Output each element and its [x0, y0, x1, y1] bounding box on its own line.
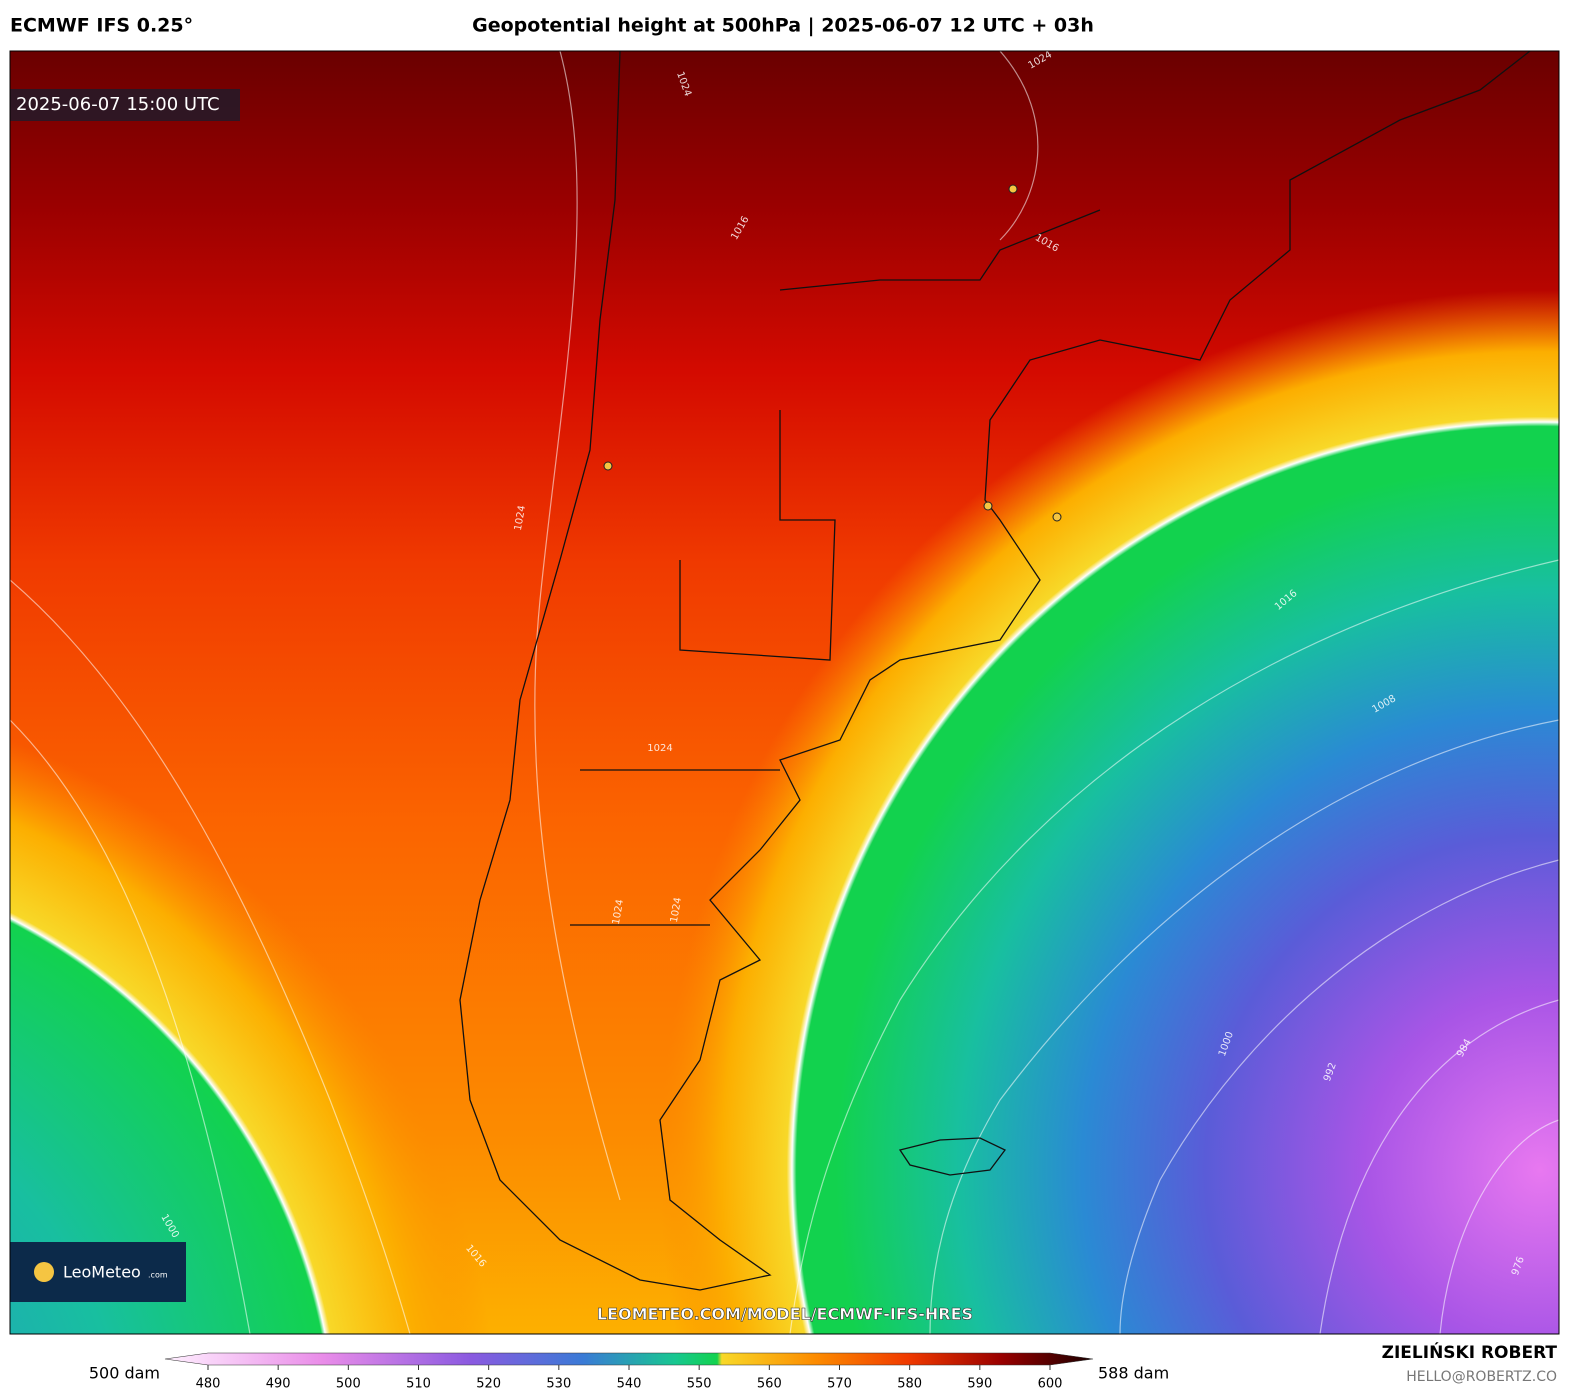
contour-label: 1024 — [647, 743, 672, 754]
colorbar-tick-label: 520 — [476, 1377, 501, 1392]
colorbar-tick-label: 500 — [336, 1377, 361, 1392]
logo-text: LeoMeteo — [63, 1263, 141, 1282]
colorbar-tick-label: 600 — [1038, 1377, 1063, 1392]
colorbar-tick-label: 590 — [967, 1377, 992, 1392]
colorbar-tick-label: 560 — [757, 1377, 782, 1392]
colorbar-tick-label: 540 — [617, 1377, 642, 1392]
contour-label: 1024 — [669, 897, 684, 924]
isobars — [10, 51, 1559, 1334]
city-markers — [603, 184, 1062, 522]
coastline — [459, 51, 1531, 1291]
email: HELLO@ROBERTZ.CO — [1406, 1369, 1557, 1385]
contour-label: 1024 — [611, 899, 626, 926]
map-frame — [9, 50, 1560, 1335]
colorbar-tick-label: 510 — [406, 1377, 431, 1392]
colorbar-tick-label: 580 — [897, 1377, 922, 1392]
logo-suffix: .com — [148, 1271, 168, 1280]
colorbar-tick-label: 490 — [266, 1377, 291, 1392]
colorbar-tick-label: 550 — [687, 1377, 712, 1392]
colorbar-tick-label: 480 — [196, 1377, 221, 1392]
watermark: LEOMETEO.COM/MODEL/ECMWF-IFS-HRES — [597, 1305, 973, 1324]
contour-label: 1024 — [513, 505, 528, 532]
time-box — [10, 89, 240, 121]
colorbar-min-label: 500 dam — [89, 1364, 160, 1383]
colorbar-ramp — [164, 1352, 1094, 1366]
model-name: ECMWF IFS 0.25° — [10, 15, 193, 37]
colorbar-tick-label: 530 — [546, 1377, 571, 1392]
valid-time: 2025-06-07 15:00 UTC — [16, 94, 220, 115]
trough-west — [10, 51, 1559, 1334]
map-title: Geopotential height at 500hPa | 2025-06-… — [472, 15, 1094, 37]
logo-sun — [34, 1262, 54, 1282]
colorbar-tick-label: 570 — [827, 1377, 852, 1392]
author: ZIELIŃSKI ROBERT — [1382, 1341, 1558, 1363]
colorbar: 500 dam 588 dam 480 490 500 510 520 530 540 550… — [89, 1352, 1169, 1392]
colorbar-max-label: 588 dam — [1098, 1364, 1169, 1383]
